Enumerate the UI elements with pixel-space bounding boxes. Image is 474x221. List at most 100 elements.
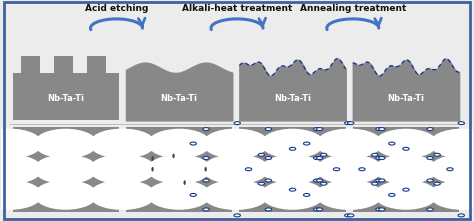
Circle shape [147,180,211,210]
Circle shape [265,156,272,160]
Circle shape [205,180,269,210]
Bar [239,127,346,211]
Circle shape [265,128,272,131]
Circle shape [359,168,365,171]
Circle shape [429,154,474,184]
Circle shape [234,122,240,125]
Circle shape [429,180,474,210]
Circle shape [427,208,433,211]
Circle shape [316,129,380,158]
Circle shape [379,208,385,211]
Circle shape [313,179,320,182]
Circle shape [374,180,438,210]
Ellipse shape [204,167,207,171]
Circle shape [34,154,98,184]
Circle shape [203,156,210,160]
Circle shape [0,154,42,184]
Circle shape [333,168,340,171]
Circle shape [320,153,327,156]
Circle shape [303,193,310,196]
Circle shape [345,214,351,217]
Circle shape [316,128,323,131]
Text: Annealing treatment: Annealing treatment [300,4,406,13]
Circle shape [374,154,438,184]
Circle shape [89,154,153,184]
Circle shape [320,182,327,185]
Text: Nb-Ta-Ti: Nb-Ta-Ti [161,94,198,103]
Circle shape [92,154,156,184]
Text: Nb-Ta-Ti: Nb-Ta-Ti [47,94,84,103]
Circle shape [92,180,156,210]
Circle shape [265,179,272,182]
Circle shape [427,179,433,182]
Circle shape [258,153,264,156]
Bar [126,127,232,211]
Circle shape [34,129,98,158]
Circle shape [316,154,380,184]
Circle shape [265,208,272,211]
Circle shape [376,208,382,211]
Text: Nb-Ta-Ti: Nb-Ta-Ti [274,94,311,103]
Circle shape [202,154,266,184]
Circle shape [203,128,210,131]
Circle shape [92,129,156,158]
Circle shape [316,180,380,210]
Circle shape [427,128,433,131]
Circle shape [345,122,351,125]
Circle shape [246,168,252,171]
Bar [12,73,119,120]
Circle shape [376,156,382,160]
Circle shape [319,180,383,210]
Circle shape [190,193,196,196]
Circle shape [458,122,465,125]
Circle shape [389,193,395,196]
Circle shape [89,180,153,210]
Circle shape [203,208,210,211]
Circle shape [261,154,324,184]
Text: Nb-Ta-Ti: Nb-Ta-Ti [387,94,424,103]
Circle shape [376,128,382,131]
Circle shape [147,129,211,158]
Circle shape [147,154,211,184]
Circle shape [261,180,324,210]
Ellipse shape [151,156,154,161]
Bar [353,127,459,211]
Circle shape [203,179,210,182]
Bar [21,55,40,73]
Circle shape [316,179,323,182]
Circle shape [447,168,453,171]
Circle shape [347,214,354,217]
Text: Alkali-heat treatment: Alkali-heat treatment [182,4,292,13]
Circle shape [372,153,378,156]
Circle shape [202,180,266,210]
Circle shape [389,142,395,145]
Circle shape [303,142,310,145]
Circle shape [319,129,383,158]
Ellipse shape [151,167,154,171]
Circle shape [379,128,385,131]
Ellipse shape [173,154,175,158]
Circle shape [205,129,269,158]
Circle shape [403,147,409,150]
Circle shape [427,156,433,160]
Circle shape [374,129,438,158]
Ellipse shape [183,180,186,185]
Circle shape [261,129,324,158]
Circle shape [205,154,269,184]
Circle shape [319,154,383,184]
Circle shape [434,182,440,185]
Circle shape [316,208,323,211]
Bar [54,55,73,73]
Bar [12,127,119,211]
Circle shape [89,129,153,158]
Circle shape [403,188,409,191]
Circle shape [379,179,385,182]
Bar [87,55,106,73]
Circle shape [234,214,240,217]
Circle shape [458,214,465,217]
Circle shape [434,153,440,156]
Circle shape [313,208,320,211]
Circle shape [372,182,378,185]
Text: Acid etching: Acid etching [85,4,148,13]
Circle shape [0,180,42,210]
